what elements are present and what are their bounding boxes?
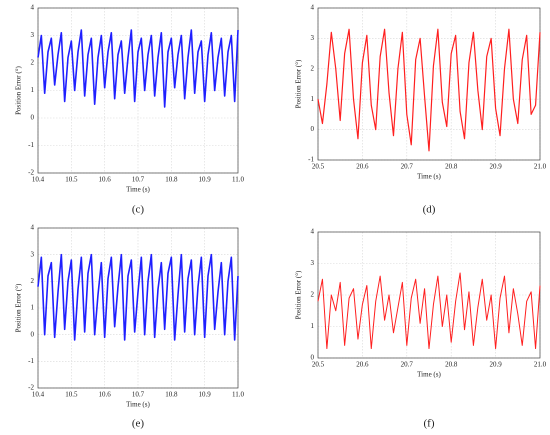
y-axis-label: Position Error (°)	[15, 65, 23, 114]
y-tick-label: 0	[311, 125, 315, 133]
y-tick-label: 1	[31, 86, 35, 94]
y-tick-label: 4	[311, 4, 315, 12]
x-tick-label: 10.4	[32, 391, 45, 399]
y-tick-label: 2	[31, 277, 35, 285]
x-tick-label: 20.7	[401, 361, 414, 369]
x-tick-label: 10.4	[32, 176, 45, 184]
x-tick-label: 10.6	[99, 391, 112, 399]
x-tick-label: 10.7	[132, 176, 145, 184]
y-tick-label: -1	[308, 156, 314, 164]
y-tick-label: -2	[28, 384, 34, 392]
x-tick-label: 20.9	[489, 361, 502, 369]
x-tick-label: 20.7	[401, 163, 414, 171]
y-axis-label: Position Error (°)	[295, 59, 303, 108]
y-tick-label: 0	[31, 330, 35, 338]
caption: (d)	[423, 204, 436, 216]
y-tick-label: 2	[31, 59, 35, 67]
x-tick-label: 20.6	[356, 361, 369, 369]
x-tick-label: 20.8	[445, 361, 458, 369]
x-tick-label: 20.9	[489, 163, 502, 171]
x-tick-label: 20.8	[445, 163, 458, 171]
y-tick-label: -1	[28, 357, 34, 365]
y-tick-label: 3	[31, 250, 35, 258]
y-tick-label: 4	[31, 4, 35, 12]
x-tick-label: 10.5	[65, 176, 78, 184]
line-series	[37, 253, 239, 341]
plot-frame	[37, 227, 239, 389]
plot-frame	[317, 7, 541, 161]
y-axis-label: Position Error (°)	[295, 270, 303, 319]
line-series	[317, 28, 541, 152]
y-tick-label: 2	[311, 291, 315, 299]
y-tick-label: 1	[31, 304, 35, 312]
x-axis-label: Time (s)	[126, 401, 150, 409]
plot-frame	[317, 231, 541, 359]
y-tick-label: 1	[311, 322, 315, 330]
x-tick-label: 11.0	[232, 176, 244, 184]
plot-frame	[37, 7, 239, 174]
caption: (f)	[424, 418, 435, 430]
line-series	[37, 29, 239, 108]
x-axis-label: Time (s)	[417, 173, 441, 181]
y-tick-label: 3	[311, 259, 315, 267]
x-tick-label: 21.0	[534, 163, 547, 171]
x-tick-label: 10.9	[199, 391, 212, 399]
y-tick-label: 0	[31, 114, 35, 122]
x-tick-label: 10.5	[65, 391, 78, 399]
x-tick-label: 10.6	[99, 176, 112, 184]
y-tick-label: 2	[311, 64, 315, 72]
line-series	[317, 272, 541, 350]
y-axis-label: Position Error (°)	[15, 283, 23, 332]
y-tick-label: 4	[311, 228, 315, 236]
y-tick-label: -2	[28, 169, 34, 177]
x-tick-label: 20.6	[356, 163, 369, 171]
caption: (e)	[132, 418, 145, 430]
x-tick-label: 10.8	[165, 176, 178, 184]
y-tick-label: 1	[311, 95, 315, 103]
x-tick-label: 20.5	[312, 361, 325, 369]
y-tick-label: -1	[28, 141, 34, 149]
y-tick-label: 4	[31, 224, 35, 232]
y-tick-label: 0	[311, 354, 315, 362]
x-tick-label: 10.8	[165, 391, 178, 399]
x-tick-label: 10.9	[199, 176, 212, 184]
x-axis-label: Time (s)	[417, 371, 441, 379]
x-axis-label: Time (s)	[126, 186, 150, 194]
y-tick-label: 3	[311, 34, 315, 42]
y-tick-label: 3	[31, 31, 35, 39]
caption: (c)	[132, 204, 145, 216]
x-tick-label: 20.5	[312, 163, 325, 171]
x-tick-label: 21.0	[534, 361, 547, 369]
x-tick-label: 10.7	[132, 391, 145, 399]
x-tick-label: 11.0	[232, 391, 244, 399]
